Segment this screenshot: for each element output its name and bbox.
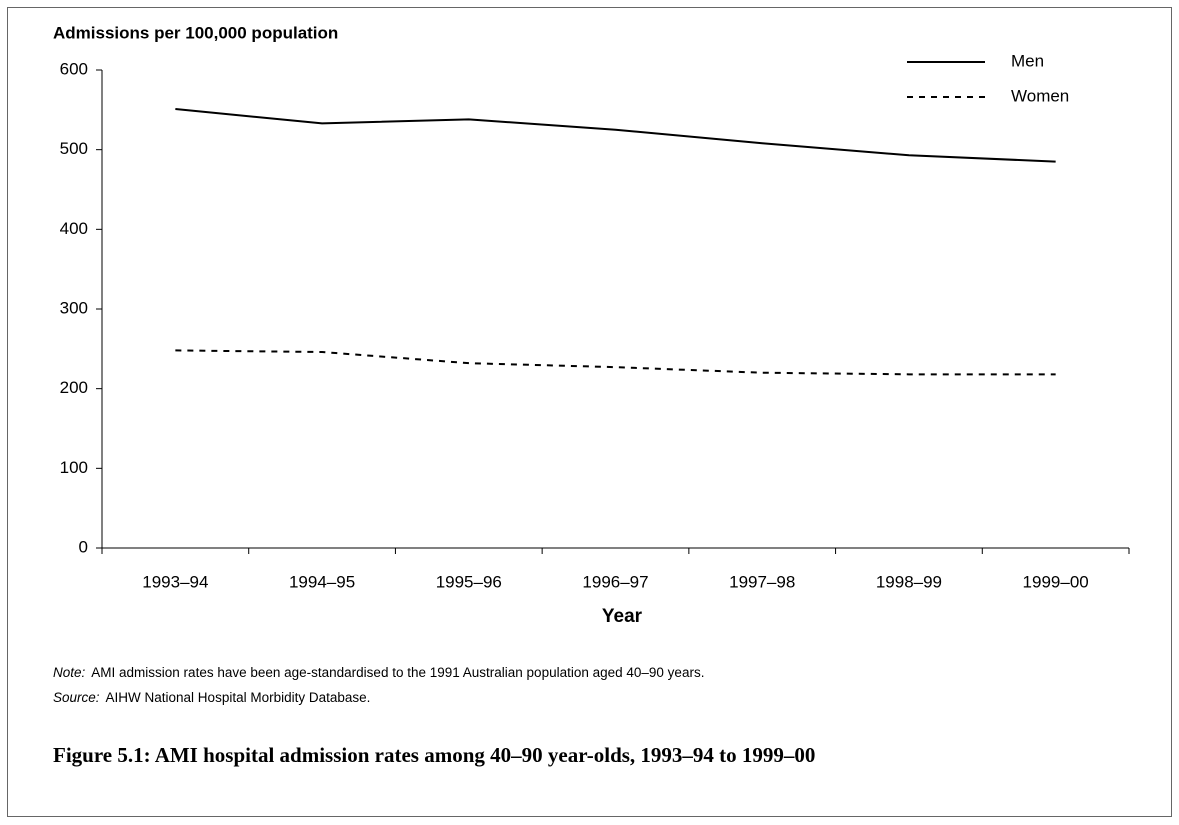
- legend-label: Men: [1011, 51, 1044, 70]
- y-tick-label: 600: [60, 59, 88, 78]
- x-tick-label: 1994–95: [289, 572, 355, 591]
- x-tick-label: 1999–00: [1023, 572, 1089, 591]
- note-text: AMI admission rates have been age-standa…: [91, 665, 704, 680]
- y-tick-label: 100: [60, 458, 88, 477]
- x-tick-label: 1997–98: [729, 572, 795, 591]
- note: Note: AMI admission rates have been age-s…: [53, 665, 704, 680]
- note-label: Note:: [53, 665, 86, 680]
- source-text: AIHW National Hospital Morbidity Databas…: [106, 690, 371, 705]
- y-tick-label: 200: [60, 378, 88, 397]
- y-tick-label: 400: [60, 219, 88, 238]
- legend-label: Women: [1011, 86, 1069, 105]
- y-tick-label: 0: [79, 537, 88, 556]
- series-line: [175, 108, 1056, 163]
- y-tick-label: 300: [60, 298, 88, 317]
- x-tick-label: 1993–94: [142, 572, 208, 591]
- figure-border: [7, 7, 1172, 817]
- x-axis-label: Year: [602, 606, 643, 627]
- y-tick-label: 500: [60, 139, 88, 158]
- source-label: Source:: [53, 690, 100, 705]
- y-axis-label: Admissions per 100,000 population: [53, 23, 338, 42]
- x-tick-label: 1995–96: [436, 572, 502, 591]
- figure-caption: Figure 5.1: AMI hospital admission rates…: [53, 743, 815, 767]
- x-tick-label: 1996–97: [582, 572, 648, 591]
- source: Source: AIHW National Hospital Morbidity …: [53, 690, 370, 705]
- series-line: [175, 349, 1056, 376]
- x-tick-label: 1998–99: [876, 572, 942, 591]
